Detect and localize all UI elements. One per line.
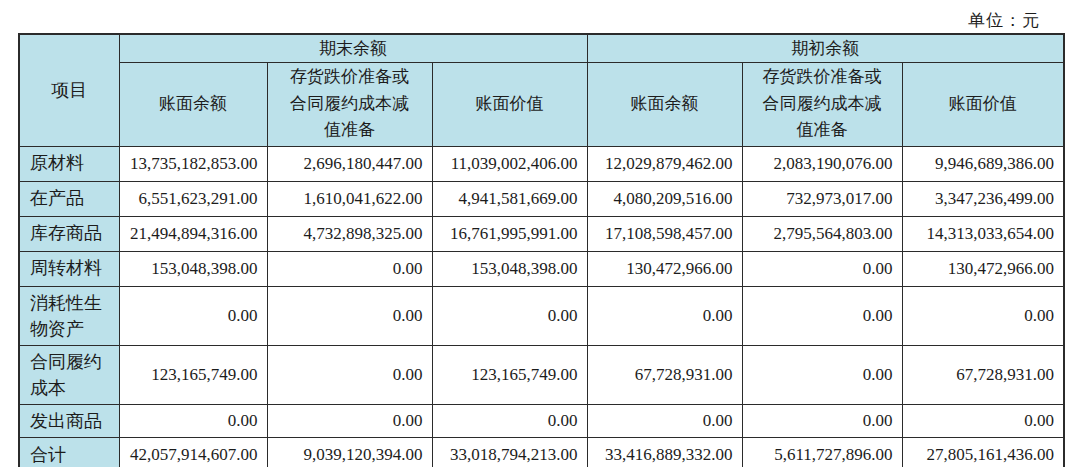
- cell: 0.00: [432, 404, 587, 437]
- cell: 2,696,180,447.00: [267, 146, 432, 181]
- cell: 0.00: [742, 404, 902, 437]
- cell: 5,611,727,896.00: [742, 437, 902, 467]
- table-header-group-row: 项目 期末余额 期初余额: [19, 34, 1064, 62]
- cell: 27,805,161,436.00: [902, 437, 1064, 467]
- row-label: 在产品: [19, 181, 119, 216]
- cell: 14,313,033,654.00: [902, 216, 1064, 251]
- subheader-book-balance-begin: 账面余额: [587, 62, 742, 146]
- row-label: 发出商品: [19, 404, 119, 437]
- cell: 0.00: [267, 404, 432, 437]
- cell: 17,108,598,457.00: [587, 216, 742, 251]
- period-end-group-header: 期末余额: [119, 34, 587, 62]
- subheader-text: 账面余额: [631, 91, 699, 117]
- cell: 732,973,017.00: [742, 181, 902, 216]
- subheader-book-value-end: 账面价值: [432, 62, 587, 146]
- unit-label: 单位：元: [968, 9, 1040, 32]
- subheader-text: 存货跌价准备或合同履约成本减值准备: [759, 64, 885, 143]
- inventory-table: 项目 期末余额 期初余额 账面余额 存货跌价准备或合同履约成本减值准备 账面价值…: [18, 33, 1065, 467]
- cell: 33,018,794,213.00: [432, 437, 587, 467]
- table-row-consumable-biological-assets: 消耗性生物资产 0.00 0.00 0.00 0.00 0.00 0.00: [19, 286, 1064, 345]
- cell: 16,761,995,991.00: [432, 216, 587, 251]
- cell: 130,472,966.00: [587, 251, 742, 286]
- item-column-header: 项目: [19, 34, 119, 146]
- cell: 33,416,889,332.00: [587, 437, 742, 467]
- row-label: 周转材料: [19, 251, 119, 286]
- cell: 123,165,749.00: [432, 345, 587, 404]
- subheader-text: 账面余额: [159, 91, 227, 117]
- cell: 21,494,894,316.00: [119, 216, 267, 251]
- cell: 12,029,879,462.00: [587, 146, 742, 181]
- table-row-raw-materials: 原材料 13,735,182,853.00 2,696,180,447.00 1…: [19, 146, 1064, 181]
- table-row-goods-shipped: 发出商品 0.00 0.00 0.00 0.00 0.00 0.00: [19, 404, 1064, 437]
- cell: 2,083,190,076.00: [742, 146, 902, 181]
- cell: 0.00: [267, 251, 432, 286]
- cell: 13,735,182,853.00: [119, 146, 267, 181]
- subheader-impairment-reserve-end: 存货跌价准备或合同履约成本减值准备: [267, 62, 432, 146]
- cell: 4,941,581,669.00: [432, 181, 587, 216]
- cell: 153,048,398.00: [119, 251, 267, 286]
- table-row-total: 合计 42,057,914,607.00 9,039,120,394.00 33…: [19, 437, 1064, 467]
- row-label: 库存商品: [19, 216, 119, 251]
- cell: 1,610,041,622.00: [267, 181, 432, 216]
- table-row-finished-goods: 库存商品 21,494,894,316.00 4,732,898,325.00 …: [19, 216, 1064, 251]
- subheader-impairment-reserve-begin: 存货跌价准备或合同履约成本减值准备: [742, 62, 902, 146]
- cell: 0.00: [119, 404, 267, 437]
- subheader-book-balance-end: 账面余额: [119, 62, 267, 146]
- cell: 0.00: [742, 286, 902, 345]
- cell: 0.00: [587, 286, 742, 345]
- period-begin-group-header: 期初余额: [587, 34, 1064, 62]
- cell: 153,048,398.00: [432, 251, 587, 286]
- cell: 0.00: [742, 251, 902, 286]
- cell: 42,057,914,607.00: [119, 437, 267, 467]
- cell: 0.00: [902, 404, 1064, 437]
- cell: 67,728,931.00: [902, 345, 1064, 404]
- row-label: 消耗性生物资产: [19, 286, 119, 345]
- cell: 9,946,689,386.00: [902, 146, 1064, 181]
- cell: 0.00: [267, 286, 432, 345]
- cell: 3,347,236,499.00: [902, 181, 1064, 216]
- table-header-sub-row: 账面余额 存货跌价准备或合同履约成本减值准备 账面价值 账面余额 存货跌价准备或…: [19, 62, 1064, 146]
- cell: 4,080,209,516.00: [587, 181, 742, 216]
- cell: 0.00: [119, 286, 267, 345]
- cell: 123,165,749.00: [119, 345, 267, 404]
- row-label: 原材料: [19, 146, 119, 181]
- cell: 67,728,931.00: [587, 345, 742, 404]
- table-row-contract-performance-cost: 合同履约成本 123,165,749.00 0.00 123,165,749.0…: [19, 345, 1064, 404]
- report-page: 单位：元 项目 期末余额 期初余额 账面余额 存货跌价准备或合同履约成本减值准备…: [0, 0, 1080, 467]
- subheader-text: 存货跌价准备或合同履约成本减值准备: [287, 64, 413, 143]
- cell: 0.00: [742, 345, 902, 404]
- subheader-book-value-begin: 账面价值: [902, 62, 1064, 146]
- subheader-text: 账面价值: [476, 91, 544, 117]
- cell: 6,551,623,291.00: [119, 181, 267, 216]
- row-label: 合同履约成本: [19, 345, 119, 404]
- table-row-work-in-progress: 在产品 6,551,623,291.00 1,610,041,622.00 4,…: [19, 181, 1064, 216]
- cell: 0.00: [432, 286, 587, 345]
- cell: 0.00: [587, 404, 742, 437]
- subheader-text: 账面价值: [949, 91, 1017, 117]
- cell: 2,795,564,803.00: [742, 216, 902, 251]
- cell: 4,732,898,325.00: [267, 216, 432, 251]
- cell: 130,472,966.00: [902, 251, 1064, 286]
- table-row-turnover-materials: 周转材料 153,048,398.00 0.00 153,048,398.00 …: [19, 251, 1064, 286]
- cell: 0.00: [267, 345, 432, 404]
- row-label: 合计: [19, 437, 119, 467]
- cell: 0.00: [902, 286, 1064, 345]
- cell: 11,039,002,406.00: [432, 146, 587, 181]
- cell: 9,039,120,394.00: [267, 437, 432, 467]
